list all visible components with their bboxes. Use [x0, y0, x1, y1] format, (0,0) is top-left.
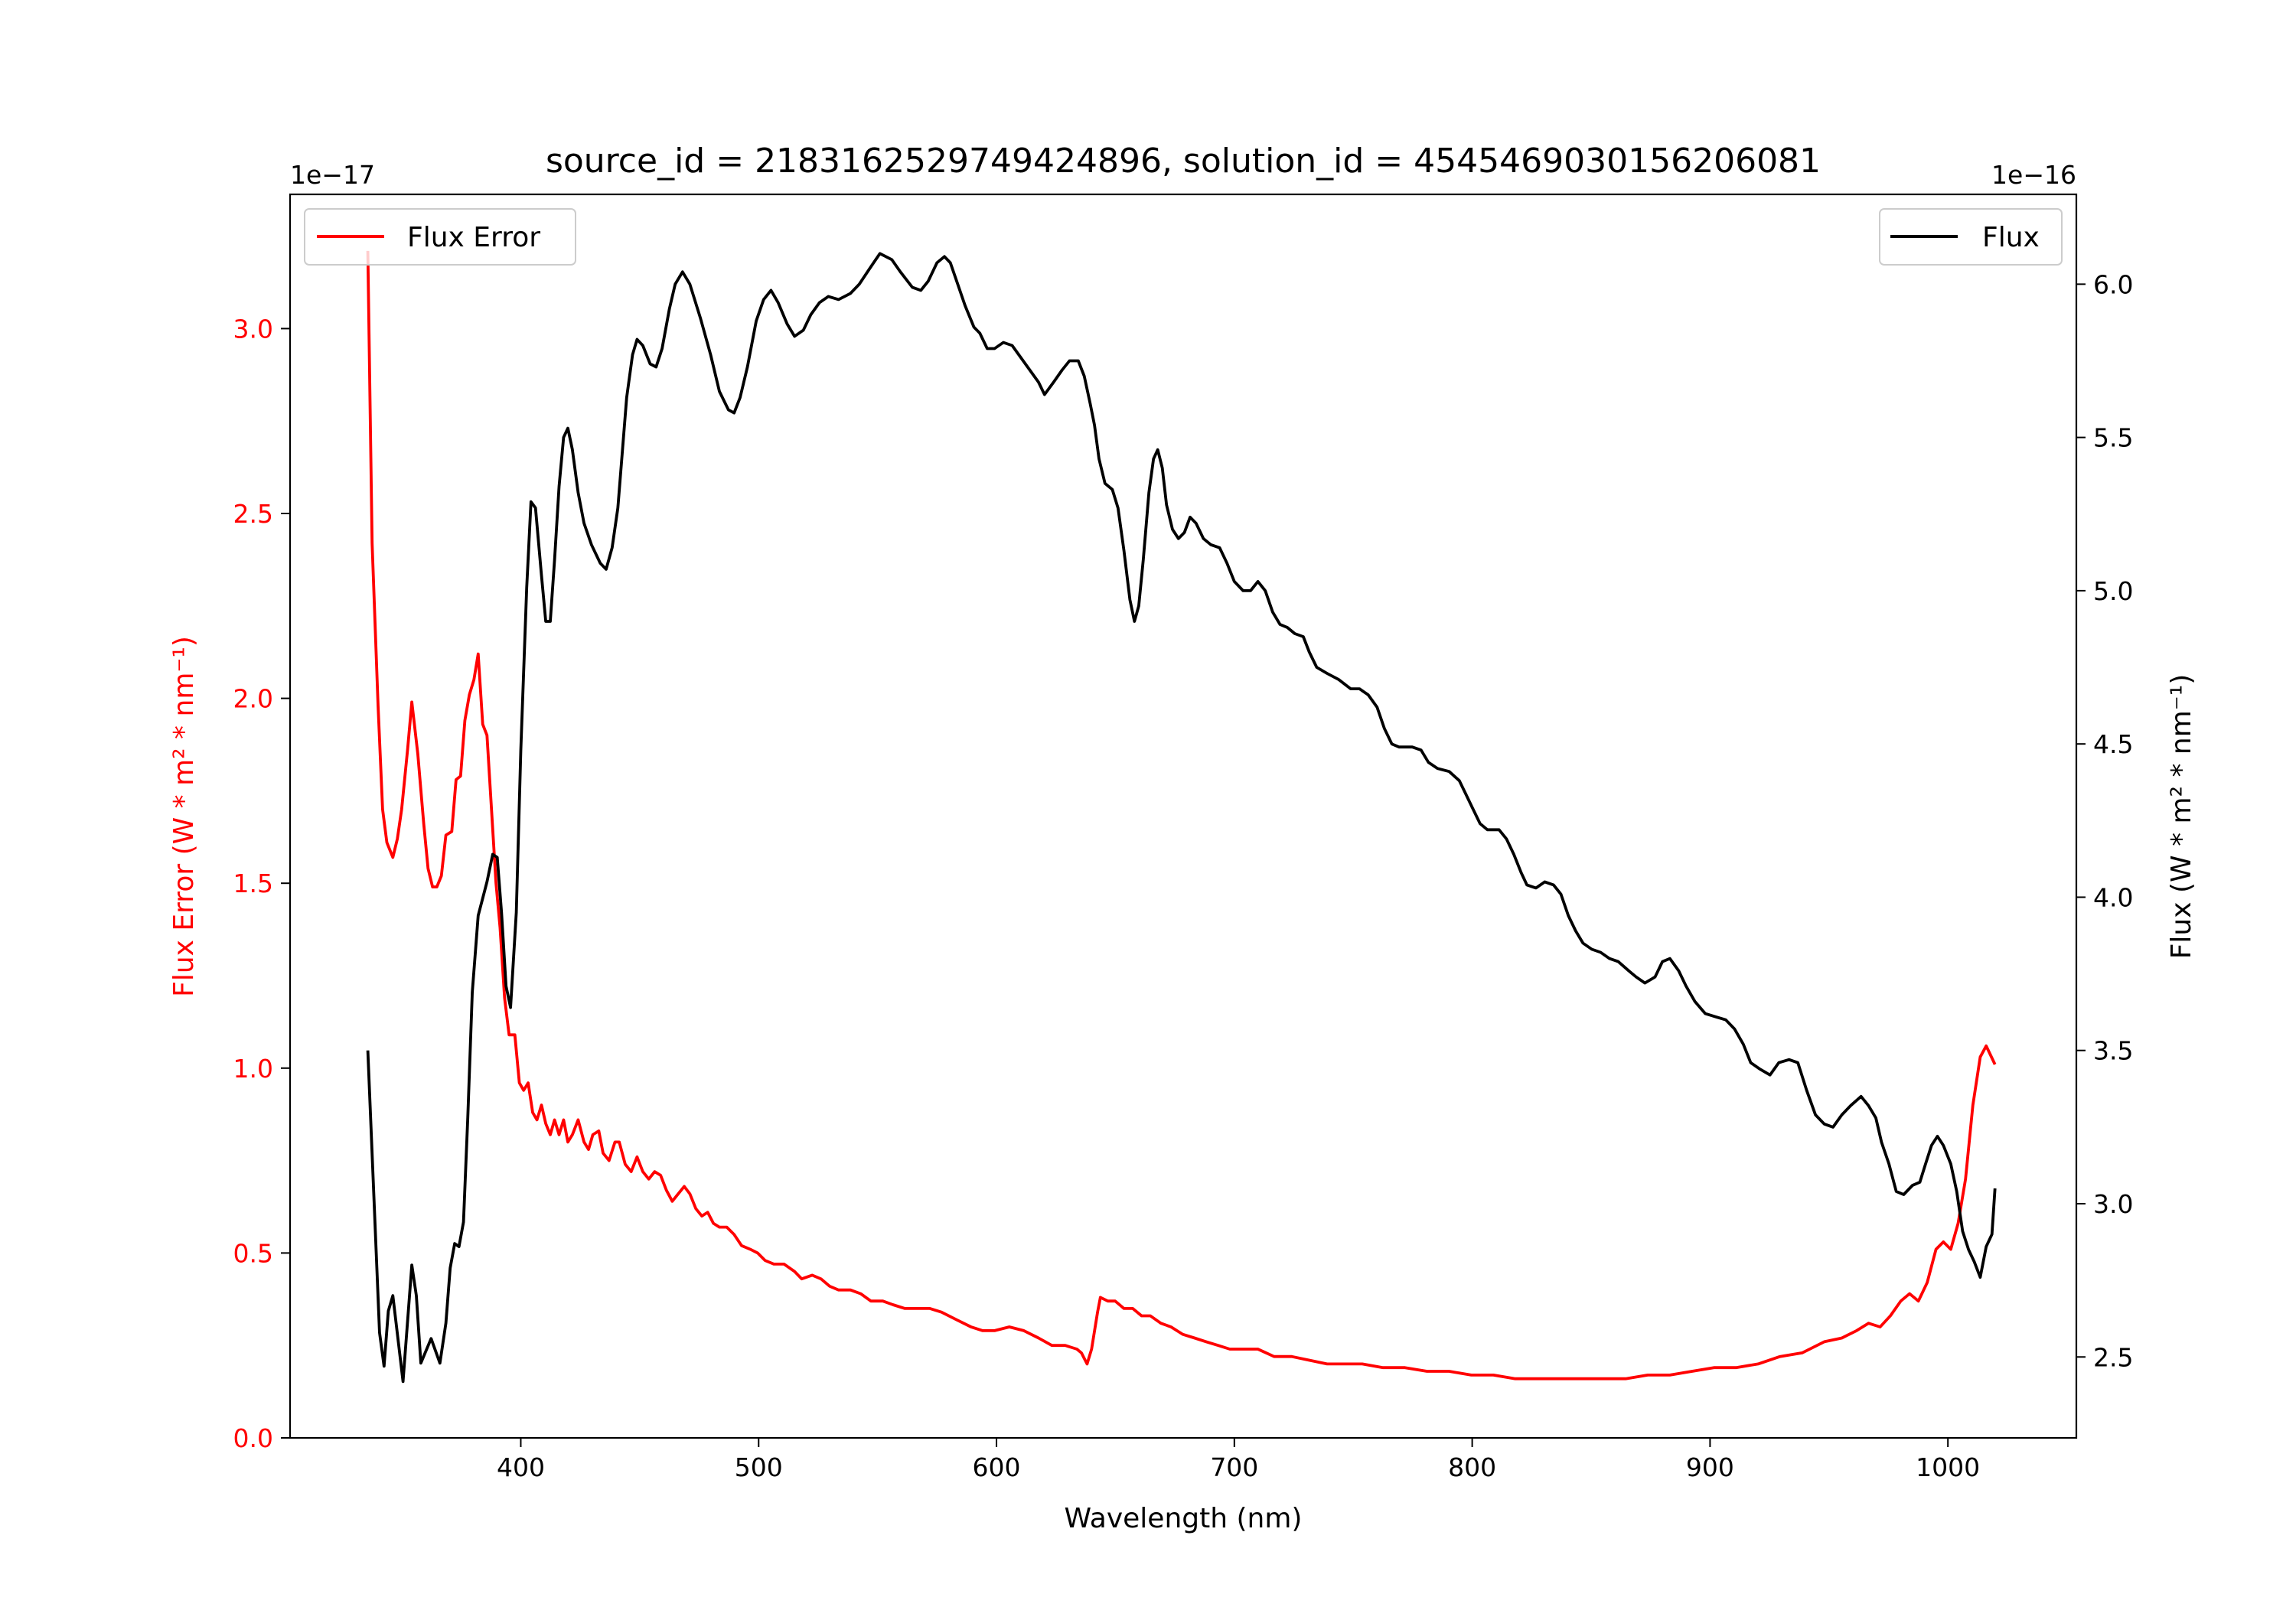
series-layer: [366, 250, 1997, 1384]
right-y-tick-label: 4.5: [2093, 729, 2133, 759]
left-y-tick-label: 0.0: [233, 1423, 273, 1453]
tick-layer: 400 500 600 700 800 900 1000 0.0 0.5 1.0 1.5 2.0 2.5…: [233, 269, 2134, 1482]
left-offset-text: 1e−17: [290, 160, 375, 190]
x-tick-label: 800: [1448, 1452, 1496, 1482]
x-tick-label: 700: [1210, 1452, 1258, 1482]
legend-label-flux: Flux: [1982, 222, 2040, 253]
series-line-flux-error: [366, 250, 1997, 1380]
axes-frame: [289, 193, 2078, 1439]
x-tick-label: 600: [973, 1452, 1021, 1482]
right-y-tick-label: 4.0: [2093, 882, 2133, 912]
left-y-tick-label: 1.0: [233, 1054, 273, 1084]
left-y-tick-label: 1.5: [233, 869, 273, 898]
x-tick-label: 400: [497, 1452, 545, 1482]
right-y-tick-label: 3.5: [2093, 1036, 2133, 1066]
left-y-axis-label: Flux Error (W * m² * nm⁻¹): [168, 636, 200, 997]
left-y-tick-label: 2.5: [233, 499, 273, 529]
series-line-flux: [366, 252, 1997, 1384]
x-tick-label: 500: [735, 1452, 783, 1482]
legend-label-flux-error: Flux Error: [407, 222, 540, 253]
legend-box: [304, 208, 576, 266]
right-y-tick-label: 6.0: [2093, 269, 2133, 299]
right-offset-text: 1e−16: [1991, 160, 2076, 190]
legend-flux-error: Flux Error: [304, 208, 576, 266]
right-y-axis-label: Flux (W * m² * nm⁻¹): [2166, 674, 2197, 960]
legend-flux: Flux: [1879, 208, 2063, 266]
left-y-tick-label: 2.0: [233, 684, 273, 714]
right-y-tick-label: 5.0: [2093, 576, 2133, 606]
x-tick-label: 1000: [1916, 1452, 1980, 1482]
left-y-tick-label: 0.5: [233, 1238, 273, 1268]
chart-title: source_id = 2183162529749424896, solutio…: [546, 142, 1821, 181]
legend-box: [1879, 208, 2063, 266]
left-y-tick-label: 3.0: [233, 314, 273, 344]
right-y-tick-label: 3.0: [2093, 1189, 2133, 1219]
x-tick-label: 900: [1686, 1452, 1734, 1482]
right-y-tick-label: 2.5: [2093, 1342, 2133, 1372]
x-axis-label: Wavelength (nm): [1065, 1503, 1303, 1534]
right-y-tick-label: 5.5: [2093, 423, 2133, 453]
